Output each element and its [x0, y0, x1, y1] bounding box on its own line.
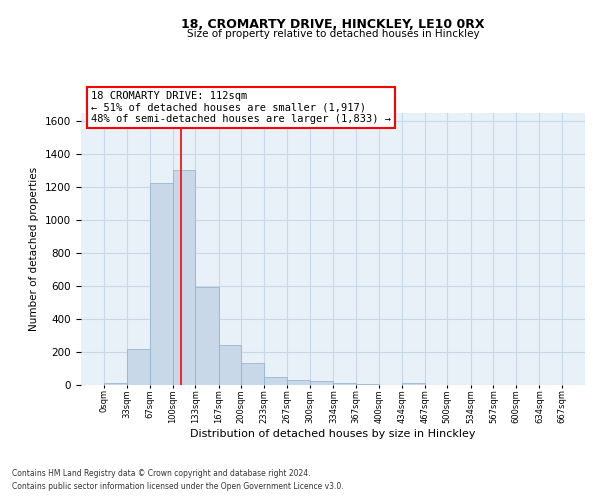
Bar	[334, 382, 356, 385]
Y-axis label: Number of detached properties: Number of detached properties	[29, 166, 40, 331]
Text: Contains public sector information licensed under the Open Government Licence v3: Contains public sector information licen…	[12, 482, 344, 491]
Bar	[173, 170, 195, 385]
Bar	[356, 384, 379, 385]
Text: Contains HM Land Registry data © Crown copyright and database right 2024.: Contains HM Land Registry data © Crown c…	[12, 468, 311, 477]
Bar	[287, 380, 310, 385]
Text: 18, CROMARTY DRIVE, HINCKLEY, LE10 0RX: 18, CROMARTY DRIVE, HINCKLEY, LE10 0RX	[181, 18, 485, 30]
Bar	[218, 346, 241, 385]
X-axis label: Distribution of detached houses by size in Hinckley: Distribution of detached houses by size …	[190, 428, 476, 438]
Bar	[402, 384, 425, 385]
Bar	[241, 362, 264, 385]
Text: Size of property relative to detached houses in Hinckley: Size of property relative to detached ho…	[187, 29, 479, 39]
Bar	[104, 384, 127, 385]
Bar	[195, 286, 218, 385]
Bar	[310, 381, 334, 385]
Bar	[150, 182, 173, 385]
Bar	[127, 348, 150, 385]
Bar	[264, 376, 287, 385]
Text: 18 CROMARTY DRIVE: 112sqm
← 51% of detached houses are smaller (1,917)
48% of se: 18 CROMARTY DRIVE: 112sqm ← 51% of detac…	[91, 90, 391, 124]
